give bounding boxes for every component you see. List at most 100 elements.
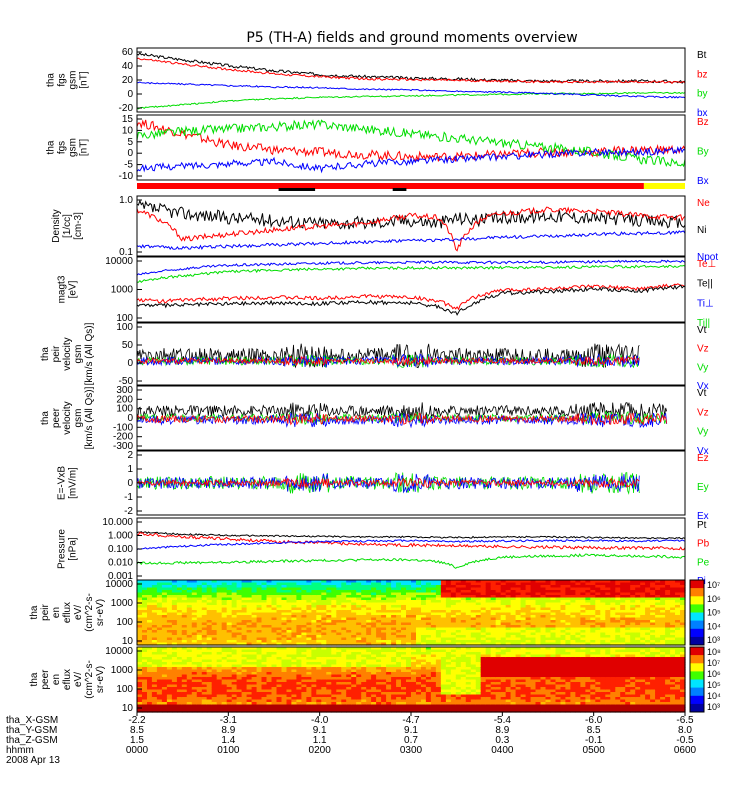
series-line-Vt — [136, 343, 640, 369]
spectrogram-cell — [291, 687, 297, 691]
spectrogram-cell — [585, 620, 591, 624]
spectrogram-cell — [261, 607, 268, 611]
spectrogram-cell — [336, 587, 342, 591]
spectrogram-cell — [271, 697, 278, 701]
spectrogram-cell — [156, 694, 163, 698]
spectrogram-cell — [161, 694, 168, 698]
spectrogram-cell — [221, 647, 228, 651]
spectrogram-cell — [286, 642, 293, 646]
spectrogram-cell — [166, 694, 173, 698]
spectrogram-cell — [515, 617, 522, 621]
spectrogram-cell — [411, 630, 417, 634]
spectrogram-cell — [166, 664, 173, 668]
spectrogram-cell — [391, 707, 397, 711]
spectrogram-cell — [605, 642, 611, 646]
spectrogram-cell — [336, 580, 342, 584]
spectrogram-cell — [421, 635, 427, 639]
spectrogram-cell — [445, 602, 452, 606]
spectrogram-cell — [351, 585, 357, 589]
spectrogram-cell — [211, 610, 218, 614]
spectrogram-cell — [430, 689, 437, 693]
y-axis-label-line: tha — [40, 411, 51, 425]
spectrogram-cell — [221, 585, 228, 589]
spectrogram-cell — [490, 595, 497, 599]
spectrogram-cell — [191, 595, 198, 599]
spectrogram-cell — [625, 582, 631, 586]
spectrogram-cell — [680, 595, 686, 599]
spectrogram-cell — [640, 610, 646, 614]
spectrogram-cell — [216, 664, 223, 668]
spectrogram-cell — [595, 610, 601, 614]
spectrogram-cell — [495, 692, 502, 696]
spectrogram-cell — [480, 707, 487, 711]
spectrogram-cell — [401, 679, 407, 683]
spectrogram-cell — [356, 615, 362, 619]
spectrogram-cell — [555, 602, 562, 606]
spectrogram-cell — [455, 652, 462, 656]
spectrogram-cell — [670, 610, 676, 614]
spectrogram-cell — [416, 699, 422, 703]
spectrogram-cell — [366, 654, 372, 658]
spectrogram-cell — [650, 622, 656, 626]
spectrogram-cell — [605, 587, 611, 591]
y-axis-label-line: tha — [46, 73, 57, 87]
spectrogram-cell — [450, 647, 457, 651]
spectrogram-cell — [301, 677, 307, 681]
spectrogram-cell — [500, 630, 507, 634]
spectrogram-cell — [530, 580, 537, 584]
spectrogram-cell — [376, 585, 382, 589]
spectrogram-cell — [176, 617, 183, 621]
legend-entry-bx: bx — [697, 108, 708, 119]
spectrogram-cell — [535, 597, 542, 601]
spectrogram-cell — [545, 582, 552, 586]
spectrogram-cell — [151, 610, 158, 614]
spectrogram-cell — [281, 617, 288, 621]
spectrogram-cell — [156, 625, 163, 629]
spectrogram-cell — [251, 635, 258, 639]
spectrogram-cell — [381, 630, 387, 634]
spectrogram-cell — [450, 682, 457, 686]
spectrogram-cell — [142, 707, 148, 711]
spectrogram-cell — [376, 642, 382, 646]
spectrogram-cell — [391, 625, 397, 629]
spectrogram-cell — [445, 640, 452, 644]
spectrogram-cell — [147, 684, 153, 688]
spectrogram-cell — [356, 697, 362, 701]
spectrogram-cell — [206, 652, 213, 656]
spectrogram-cell — [331, 605, 337, 609]
spectrogram-cell — [206, 694, 213, 698]
spectrogram-cell — [231, 694, 238, 698]
spectrogram-cell — [381, 707, 387, 711]
spectrogram-cell — [595, 642, 601, 646]
spectrogram-cell — [281, 654, 288, 658]
spectrogram-cell — [455, 674, 462, 678]
spectrogram-cell — [416, 649, 422, 653]
spectrogram-cell — [137, 602, 143, 606]
spectrogram-cell — [251, 667, 258, 671]
spectrogram-cell — [485, 630, 492, 634]
spectrogram-cell — [206, 595, 213, 599]
spectrogram-cell — [236, 595, 243, 599]
spectrogram-cell — [336, 605, 342, 609]
spectrogram-cell — [480, 637, 487, 641]
spectrogram-cell — [675, 617, 681, 621]
spectrogram-cell — [615, 585, 621, 589]
spectrogram-cell — [171, 620, 178, 624]
spectrogram-cell — [381, 605, 387, 609]
spectrogram-cell — [645, 590, 651, 594]
spectrogram-cell — [311, 657, 317, 661]
spectrogram-cell — [156, 622, 163, 626]
spectrogram-cell — [635, 632, 641, 636]
spectrogram-cell — [206, 664, 213, 668]
spectrogram-cell — [226, 585, 233, 589]
spectrogram-cell — [630, 580, 636, 584]
spectrogram-cell — [356, 620, 362, 624]
spectrogram-cell — [356, 687, 362, 691]
spectrogram-cell — [366, 694, 372, 698]
spectrogram-cell — [137, 627, 143, 631]
spectrogram-cell — [416, 622, 422, 626]
spectrogram-cell — [455, 630, 462, 634]
spectrogram-cell — [236, 602, 243, 606]
spectrogram-cell — [201, 679, 208, 683]
spectrogram-cell — [381, 640, 387, 644]
